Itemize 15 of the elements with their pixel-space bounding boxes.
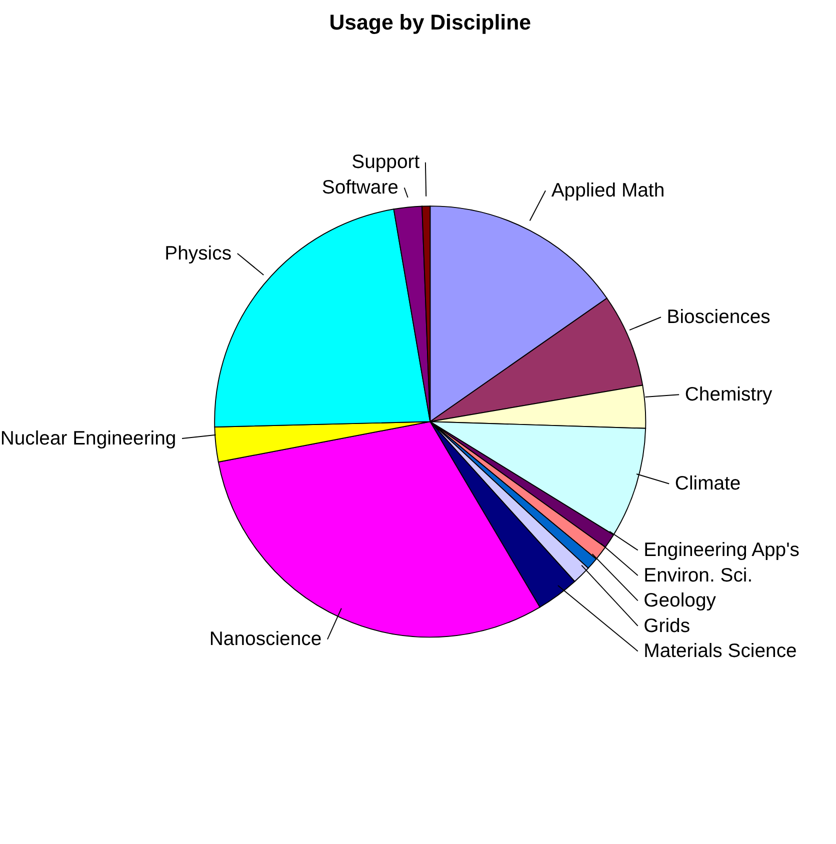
slice-label: Geology xyxy=(644,590,716,612)
slice-label: Nanoscience xyxy=(209,628,322,650)
slice-label: Environ. Sci. xyxy=(644,564,753,586)
slice-label: Materials Science xyxy=(644,640,797,662)
slice-label: Climate xyxy=(674,472,741,495)
slice-label: Biosciences xyxy=(666,306,770,328)
chart-title: Usage by Discipline xyxy=(329,10,532,34)
slice-label: Engineering App's xyxy=(644,539,800,562)
slice-label: Grids xyxy=(644,614,690,637)
slice-label: Applied Math xyxy=(551,179,665,202)
slice-label: Support xyxy=(352,151,420,174)
slice-label: Software xyxy=(322,176,398,198)
slice-label: Nuclear Engineering xyxy=(0,427,176,450)
slice-label: Chemistry xyxy=(684,383,773,406)
slice-label: Physics xyxy=(164,242,232,264)
